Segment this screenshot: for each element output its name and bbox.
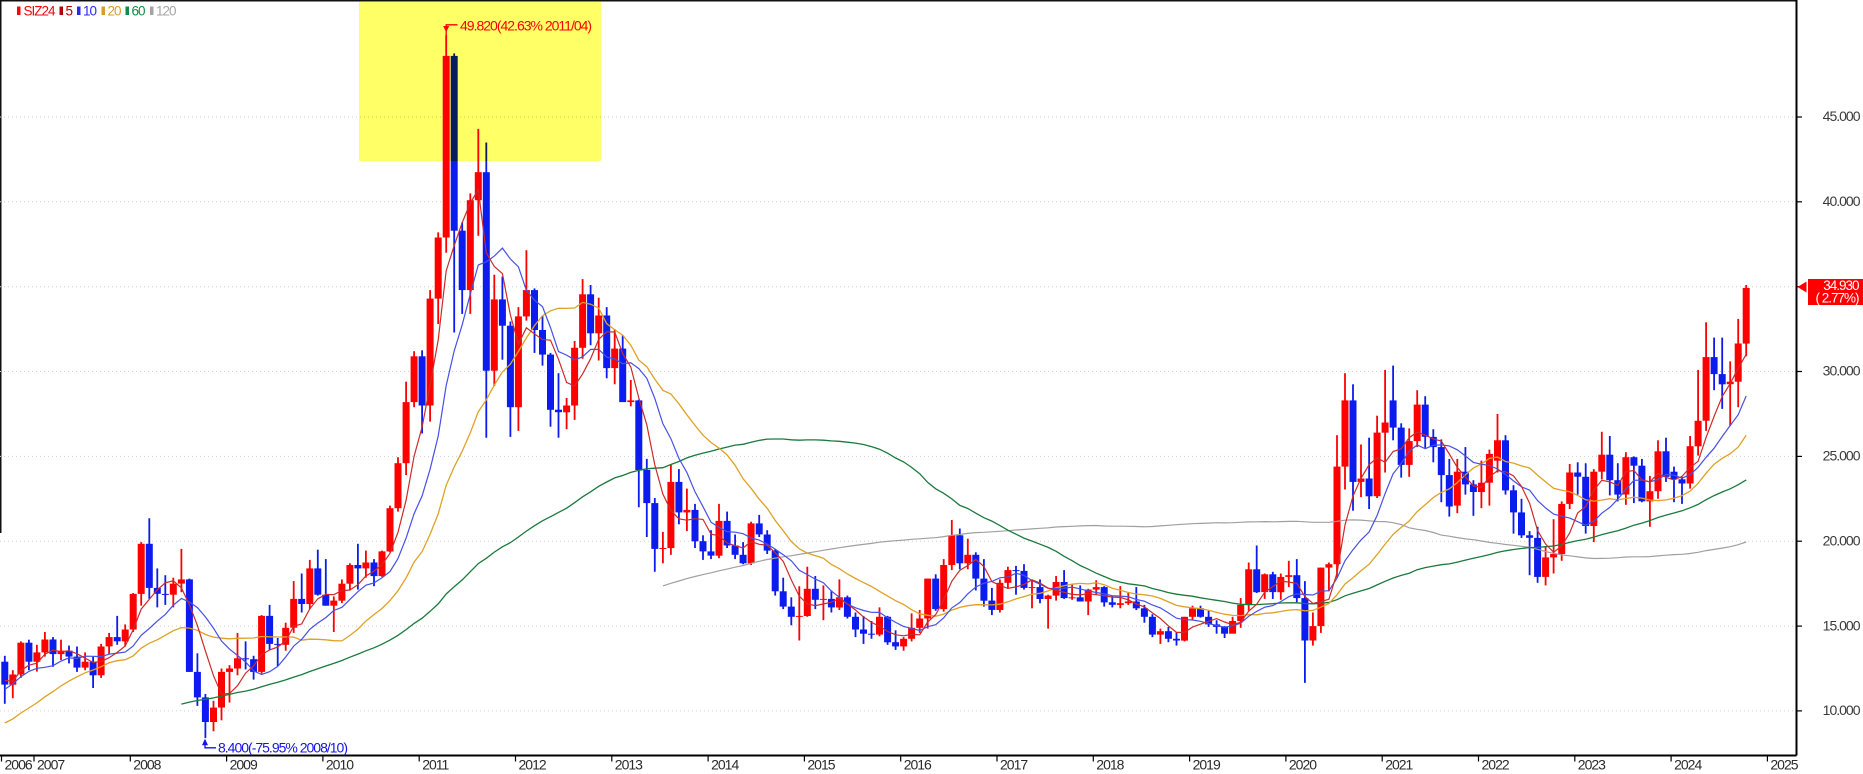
svg-text:2020: 2020 bbox=[1289, 757, 1317, 773]
svg-text:2007: 2007 bbox=[37, 757, 65, 773]
svg-text:( 2.77%): ( 2.77%) bbox=[1815, 291, 1859, 306]
svg-text:45.000: 45.000 bbox=[1823, 108, 1861, 124]
svg-text:60: 60 bbox=[132, 4, 146, 19]
svg-text:2021: 2021 bbox=[1385, 757, 1413, 773]
svg-text:2018: 2018 bbox=[1096, 757, 1124, 773]
svg-text:20.000: 20.000 bbox=[1823, 533, 1861, 549]
svg-text:20: 20 bbox=[108, 4, 122, 19]
svg-text:2022: 2022 bbox=[1482, 757, 1510, 773]
svg-text:2015: 2015 bbox=[807, 757, 835, 773]
svg-text:2006: 2006 bbox=[5, 757, 33, 773]
svg-text:120: 120 bbox=[156, 4, 176, 19]
svg-text:49.820(42.63% 2011/04): 49.820(42.63% 2011/04) bbox=[460, 18, 591, 34]
svg-text:34.930: 34.930 bbox=[1823, 278, 1859, 293]
svg-text:2010: 2010 bbox=[326, 757, 354, 773]
svg-text:2013: 2013 bbox=[615, 757, 643, 773]
svg-text:2019: 2019 bbox=[1193, 757, 1221, 773]
svg-text:2009: 2009 bbox=[230, 757, 258, 773]
svg-text:2025: 2025 bbox=[1770, 757, 1798, 773]
svg-text:SIZ24: SIZ24 bbox=[24, 4, 57, 19]
svg-text:15.000: 15.000 bbox=[1823, 617, 1861, 633]
svg-text:25.000: 25.000 bbox=[1823, 448, 1861, 464]
svg-text:2024: 2024 bbox=[1674, 757, 1702, 773]
svg-text:10: 10 bbox=[83, 4, 97, 19]
svg-text:2016: 2016 bbox=[904, 757, 932, 773]
svg-text:30.000: 30.000 bbox=[1823, 363, 1861, 379]
svg-text:5: 5 bbox=[66, 4, 73, 19]
svg-text:2012: 2012 bbox=[519, 757, 547, 773]
svg-text:2017: 2017 bbox=[1000, 757, 1028, 773]
svg-text:2014: 2014 bbox=[711, 757, 739, 773]
svg-text:8.400(-75.95% 2008/10): 8.400(-75.95% 2008/10) bbox=[218, 740, 347, 756]
svg-text:40.000: 40.000 bbox=[1823, 193, 1861, 209]
svg-text:2011: 2011 bbox=[422, 757, 449, 773]
svg-text:2008: 2008 bbox=[133, 757, 161, 773]
svg-text:10.000: 10.000 bbox=[1823, 702, 1861, 718]
svg-text:2023: 2023 bbox=[1578, 757, 1606, 773]
